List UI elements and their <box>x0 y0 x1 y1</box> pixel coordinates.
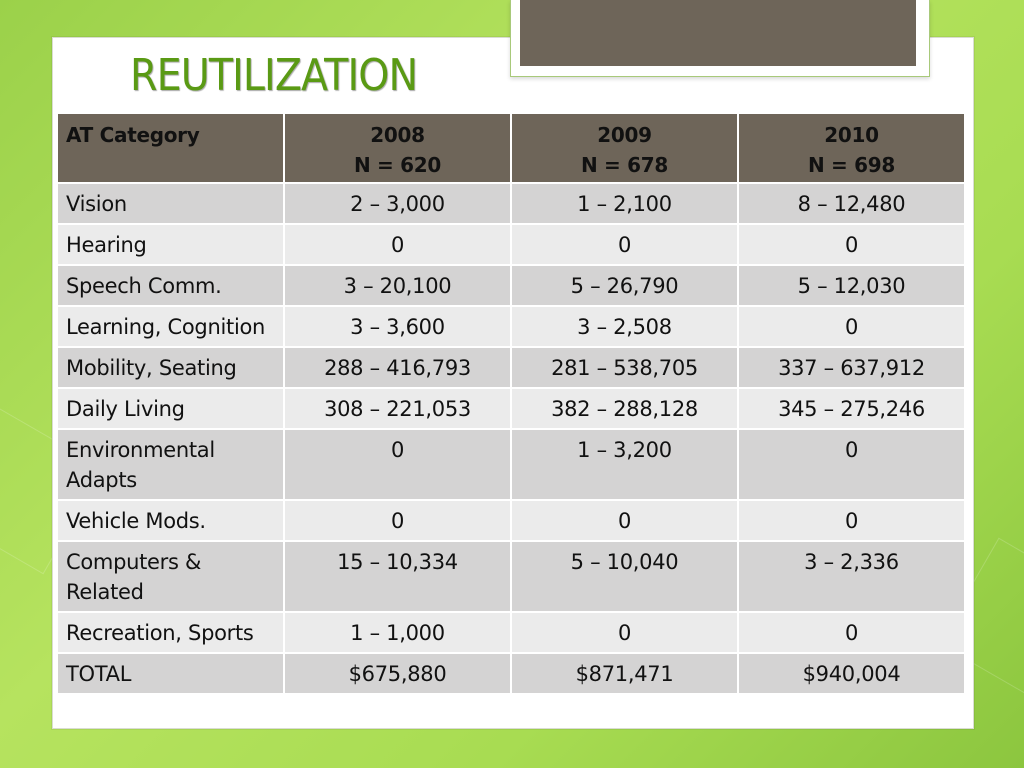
table-row: Daily Living 308 – 221,053 382 – 288,128 34… <box>56 387 966 430</box>
header-2010: 2010 N = 698 <box>737 112 966 184</box>
value-2010-cell: 3 – 2,336 <box>737 540 966 613</box>
category-cell: Learning, Cognition <box>56 305 285 348</box>
category-cell: Daily Living <box>56 387 285 430</box>
value-2010-cell: 5 – 12,030 <box>737 264 966 307</box>
value-2008-cell: $675,880 <box>283 652 512 695</box>
table-row: Computers & Related 15 – 10,334 5 – 10,040… <box>56 540 966 613</box>
value-2010-cell: $940,004 <box>737 652 966 695</box>
category-cell: Vehicle Mods. <box>56 499 285 542</box>
value-2010-cell: 0 <box>737 499 966 542</box>
value-2009-cell: 3 – 2,508 <box>510 305 739 348</box>
category-cell: TOTAL <box>56 652 285 695</box>
value-2010-cell: 345 – 275,246 <box>737 387 966 430</box>
value-2008-cell: 3 – 20,100 <box>283 264 512 307</box>
value-2008-cell: 1 – 1,000 <box>283 611 512 654</box>
value-2008-cell: 3 – 3,600 <box>283 305 512 348</box>
table-row: Vehicle Mods. 0 0 0 <box>56 499 966 542</box>
table-row: Recreation, Sports 1 – 1,000 0 0 <box>56 611 966 654</box>
value-2010-cell: 0 <box>737 428 966 501</box>
table-row: Learning, Cognition 3 – 3,600 3 – 2,508 0 <box>56 305 966 348</box>
table-row: TOTAL $675,880 $871,471 $940,004 <box>56 652 966 695</box>
value-2008-cell: 0 <box>283 223 512 266</box>
table-row: Environmental Adapts 0 1 – 3,200 0 <box>56 428 966 501</box>
category-cell: Speech Comm. <box>56 264 285 307</box>
value-2009-cell: 1 – 3,200 <box>510 428 739 501</box>
category-cell: Vision <box>56 182 285 225</box>
value-2009-cell: 0 <box>510 223 739 266</box>
category-cell: Recreation, Sports <box>56 611 285 654</box>
table-row: Speech Comm. 3 – 20,100 5 – 26,790 5 – 12,0… <box>56 264 966 307</box>
header-2009: 2009 N = 678 <box>510 112 739 184</box>
table-row: Hearing 0 0 0 <box>56 223 966 266</box>
value-2010-cell: 337 – 637,912 <box>737 346 966 389</box>
table-row: Mobility, Seating 288 – 416,793 281 – 538,… <box>56 346 966 389</box>
table-header-row: AT Category 2008 N = 620 2009 N = 678 20… <box>56 112 966 184</box>
category-cell: Computers & Related <box>56 540 285 613</box>
value-2008-cell: 15 – 10,334 <box>283 540 512 613</box>
value-2009-cell: 0 <box>510 611 739 654</box>
slide-title: REUTILIZATION <box>130 50 418 101</box>
value-2008-cell: 0 <box>283 428 512 501</box>
reutilization-table: AT Category 2008 N = 620 2009 N = 678 20… <box>56 112 966 695</box>
value-2008-cell: 2 – 3,000 <box>283 182 512 225</box>
decorative-box <box>520 0 916 66</box>
value-2009-cell: 5 – 10,040 <box>510 540 739 613</box>
value-2009-cell: 1 – 2,100 <box>510 182 739 225</box>
value-2008-cell: 0 <box>283 499 512 542</box>
value-2009-cell: 382 – 288,128 <box>510 387 739 430</box>
value-2010-cell: 0 <box>737 305 966 348</box>
value-2008-cell: 308 – 221,053 <box>283 387 512 430</box>
value-2009-cell: 281 – 538,705 <box>510 346 739 389</box>
category-cell: Environmental Adapts <box>56 428 285 501</box>
category-cell: Mobility, Seating <box>56 346 285 389</box>
value-2009-cell: 0 <box>510 499 739 542</box>
header-at-category: AT Category <box>56 112 285 184</box>
value-2010-cell: 8 – 12,480 <box>737 182 966 225</box>
value-2009-cell: $871,471 <box>510 652 739 695</box>
header-2008: 2008 N = 620 <box>283 112 512 184</box>
table-row: Vision 2 – 3,000 1 – 2,100 8 – 12,480 <box>56 182 966 225</box>
value-2010-cell: 0 <box>737 223 966 266</box>
value-2009-cell: 5 – 26,790 <box>510 264 739 307</box>
value-2010-cell: 0 <box>737 611 966 654</box>
value-2008-cell: 288 – 416,793 <box>283 346 512 389</box>
category-cell: Hearing <box>56 223 285 266</box>
